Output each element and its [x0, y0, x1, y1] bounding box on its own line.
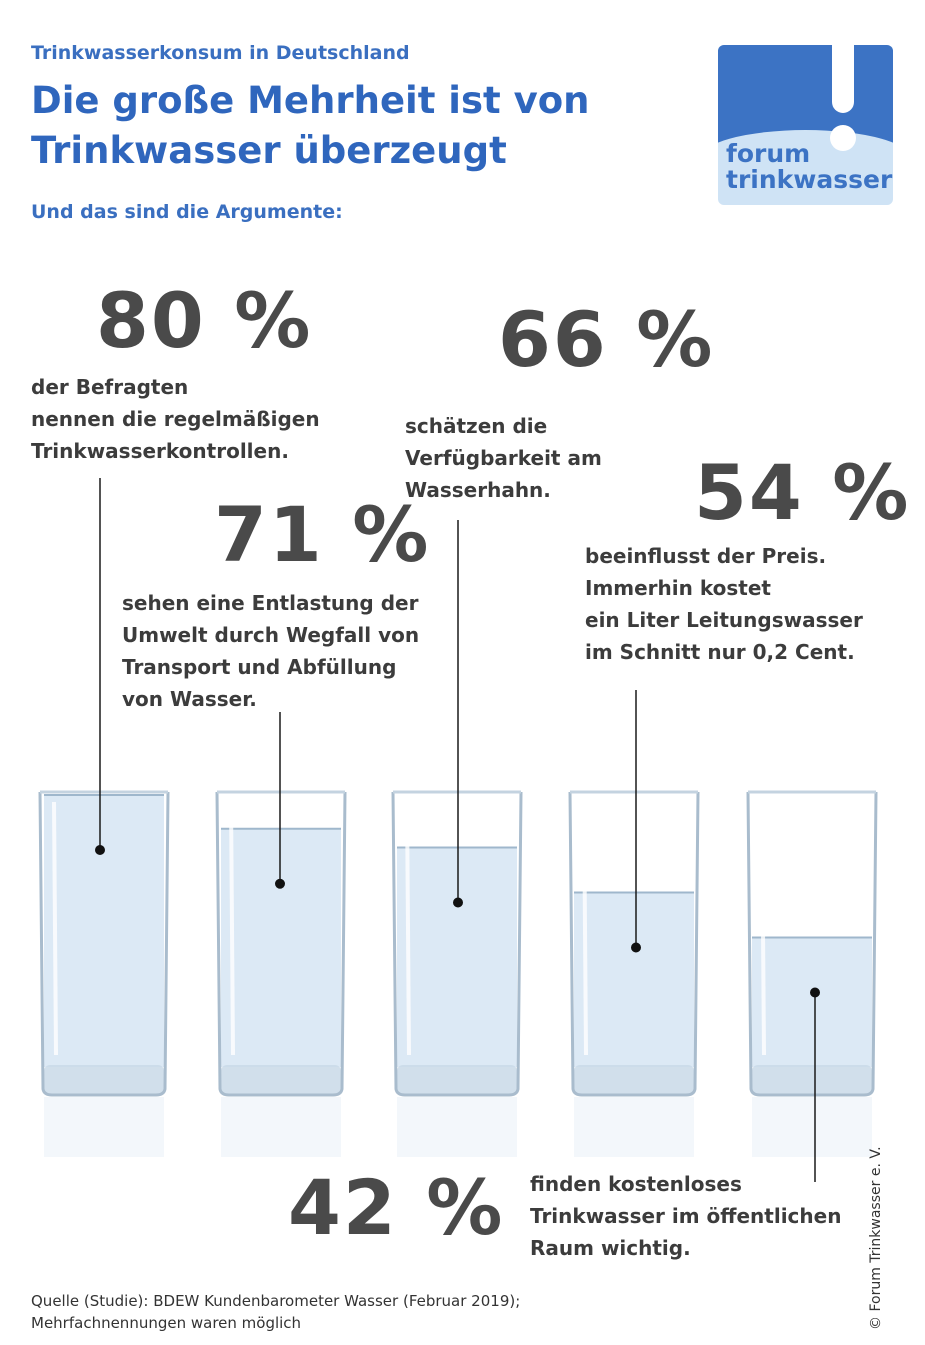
- copyright: © Forum Trinkwasser e. V.: [868, 1146, 884, 1330]
- stat-desc-80: der Befragten nennen die regelmäßigen Trin…: [31, 375, 320, 463]
- glass-base: [574, 1065, 694, 1095]
- stat-value-80: 80 %: [96, 276, 313, 365]
- data-point-2: [275, 878, 285, 889]
- glass-reflection: [574, 1097, 694, 1157]
- glass-reflection: [752, 1097, 872, 1157]
- logo-line2: trinkwasser: [726, 165, 893, 194]
- glass-base: [397, 1065, 517, 1095]
- glass-reflection: [44, 1097, 164, 1157]
- glass-outline: [38, 791, 170, 1097]
- forum-trinkwasser-logo: forum trinkwasser: [718, 45, 893, 205]
- stat-desc-66: schätzen die Verfügbarkeit am Wasserhahn.: [405, 414, 602, 502]
- glass-reflection: [397, 1097, 517, 1157]
- stat-value-54: 54 %: [694, 448, 911, 537]
- stat-desc-71: sehen eine Entlastung der Umwelt durch We…: [122, 591, 420, 711]
- glass-reflection: [221, 1097, 341, 1157]
- exclamation-mark-icon: [832, 45, 854, 113]
- glass-outline: [391, 791, 523, 1097]
- bar-1: [44, 795, 164, 1067]
- data-point-1: [95, 845, 105, 855]
- glass-outline: [746, 791, 878, 1097]
- glass-outline: [215, 791, 347, 1097]
- stat-value-66: 66 %: [498, 295, 715, 384]
- stat-desc-42: finden kostenloses Trinkwasser im öffentl…: [530, 1172, 842, 1260]
- data-point-4: [631, 942, 641, 953]
- stat-desc-54: beeinflusst der Preis. Immerhin kostet ein…: [585, 544, 863, 664]
- glass-highlight: [582, 801, 588, 1056]
- glass-highlight: [229, 801, 235, 1056]
- glass-base: [44, 1065, 164, 1095]
- bar-2: [221, 828, 341, 1067]
- page-title: Die große Mehrheit ist von Trinkwasser ü…: [31, 79, 590, 172]
- data-point-3: [453, 897, 463, 908]
- source-note: Quelle (Studie): BDEW Kundenbarometer Wa…: [31, 1292, 521, 1332]
- bar-4: [574, 892, 694, 1067]
- glass-outline: [568, 791, 700, 1097]
- glass-highlight: [52, 801, 58, 1056]
- glass-base: [221, 1065, 341, 1095]
- bar-5: [752, 937, 872, 1067]
- kicker: Trinkwasserkonsum in Deutschland: [31, 42, 410, 64]
- glass-highlight: [405, 801, 411, 1056]
- data-point-5: [810, 987, 820, 998]
- bar-3: [397, 847, 517, 1067]
- stat-value-71: 71 %: [214, 490, 431, 579]
- glass-base: [752, 1065, 872, 1095]
- stat-value-42: 42 %: [288, 1163, 505, 1252]
- subtitle: Und das sind die Argumente:: [31, 201, 343, 223]
- glass-highlight: [760, 801, 766, 1056]
- logo-line1: forum: [726, 139, 811, 168]
